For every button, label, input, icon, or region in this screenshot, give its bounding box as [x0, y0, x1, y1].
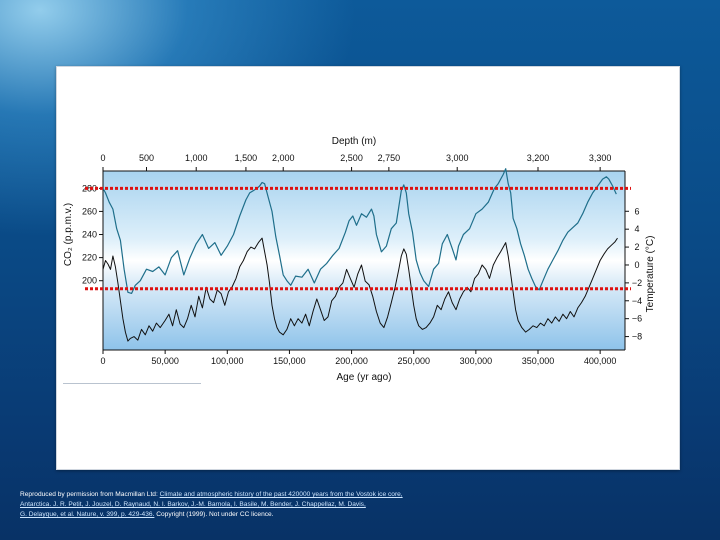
depth-tick-label: 3,300	[589, 153, 612, 163]
depth-tick-label: 2,500	[340, 153, 363, 163]
depth-axis: 0 500 1,000 1,500 2,000 2,500 2,750 3,000 3,200 3…	[100, 153, 625, 172]
reference-lines	[85, 186, 631, 291]
age-tick-label: 350,000	[522, 356, 555, 366]
age-tick-label: 50,000	[151, 356, 179, 366]
temperature-tick-label: 4	[634, 224, 639, 234]
age-tick-label: 200,000	[335, 356, 368, 366]
co2-tick-label: 220	[82, 253, 97, 263]
temperature-series-line	[102, 237, 618, 342]
figure-panel: 0 500 1,000 1,500 2,000 2,500 2,750 3,000 3,200 3…	[56, 66, 680, 470]
co2-tick-label: 260	[82, 206, 97, 216]
age-tick-label: 0	[100, 356, 105, 366]
depth-tick-label: 2,750	[378, 153, 401, 163]
plot-background	[103, 171, 625, 350]
temperature-tick-label: 6	[634, 206, 639, 216]
depth-tick-label: 3,000	[446, 153, 469, 163]
age-tick-label: 300,000	[460, 356, 493, 366]
temperature-tick-label: 0	[634, 260, 639, 270]
depth-tick-label: 500	[139, 153, 154, 163]
depth-tick-label: 0	[100, 153, 105, 163]
co2-tick-label: 280	[82, 183, 97, 193]
temperature-tick-label: −4	[632, 296, 642, 306]
co2-tick-label: 200	[82, 276, 97, 286]
temperature-axis-label: Temperature (°C)	[645, 236, 656, 313]
series-layer	[102, 168, 618, 342]
temperature-axis: 6 4 2 0 −2 −4 −6 −8	[624, 171, 642, 350]
temperature-tick-label: 2	[634, 242, 639, 252]
depth-tick-label: 2,000	[272, 153, 295, 163]
age-tick-label: 250,000	[397, 356, 430, 366]
co2-series-line	[102, 168, 617, 294]
co2-tick-label: 240	[82, 230, 97, 240]
temperature-tick-label: −8	[632, 332, 642, 342]
caption-copyright: Copyright (1999). Not under CC licence.	[156, 511, 274, 518]
co2-axis: 280 260 240 220 200	[82, 171, 104, 350]
age-axis-label: Age (yr ago)	[336, 372, 391, 383]
age-tick-label: 100,000	[211, 356, 244, 366]
caption-link-citation[interactable]: G. Delayque, et al. Nature, v. 399, p. 4…	[20, 511, 155, 518]
age-tick-label: 400,000	[584, 356, 617, 366]
caption-link-authors[interactable]: Antarctica. J. R. Petit, J. Jouzel, D. R…	[20, 501, 366, 508]
co2-axis-label: CO₂ (p.p.m.v.)	[63, 203, 74, 266]
age-axis: 0 50,000 100,000 150,000 200,000 250,000 300,0…	[100, 349, 625, 366]
caption-lead: Reproduced by permission from Macmillan …	[20, 491, 158, 498]
temperature-tick-label: −6	[632, 314, 642, 324]
divider	[63, 383, 201, 384]
depth-tick-label: 3,200	[527, 153, 550, 163]
attribution-caption: Reproduced by permission from Macmillan …	[20, 490, 660, 520]
vostok-chart: 0 500 1,000 1,500 2,000 2,500 2,750 3,000 3,200 3…	[63, 136, 656, 383]
depth-tick-label: 1,500	[235, 153, 258, 163]
depth-tick-label: 1,000	[185, 153, 208, 163]
temperature-tick-label: −2	[632, 278, 642, 288]
caption-link-title[interactable]: Climate and atmospheric history of the p…	[159, 491, 403, 498]
depth-axis-label: Depth (m)	[332, 136, 376, 147]
age-tick-label: 150,000	[273, 356, 306, 366]
